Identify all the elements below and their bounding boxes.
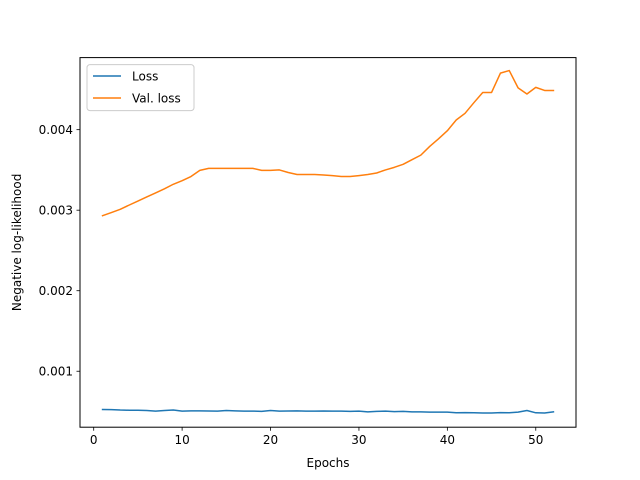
y-axis-ticks: 0.001 0.002 0.003 0.004 bbox=[39, 123, 80, 379]
y-tick-label: 0.002 bbox=[39, 284, 73, 298]
x-axis-label: Epochs bbox=[307, 456, 350, 470]
y-tick-label: 0.001 bbox=[39, 365, 73, 379]
y-tick-label: 0.003 bbox=[39, 203, 73, 217]
x-tick-label: 0 bbox=[90, 433, 98, 447]
x-tick-label: 40 bbox=[440, 433, 455, 447]
series-line-1 bbox=[101, 69, 555, 217]
legend-label-1: Val. loss bbox=[132, 91, 181, 105]
x-tick-label: 10 bbox=[174, 433, 189, 447]
x-axis-ticks: 0 10 20 30 40 50 bbox=[90, 427, 543, 447]
legend: Loss Val. loss bbox=[86, 64, 195, 112]
plot-frame bbox=[79, 57, 577, 428]
x-tick-label: 50 bbox=[528, 433, 543, 447]
legend-label-0: Loss bbox=[132, 69, 158, 83]
x-tick-label: 30 bbox=[351, 433, 366, 447]
y-tick-label: 0.004 bbox=[39, 123, 73, 137]
y-axis-label: Negative log-likelihood bbox=[10, 174, 24, 311]
series-layer bbox=[101, 69, 555, 414]
x-tick-label: 20 bbox=[263, 433, 278, 447]
series-line-0 bbox=[101, 408, 555, 414]
